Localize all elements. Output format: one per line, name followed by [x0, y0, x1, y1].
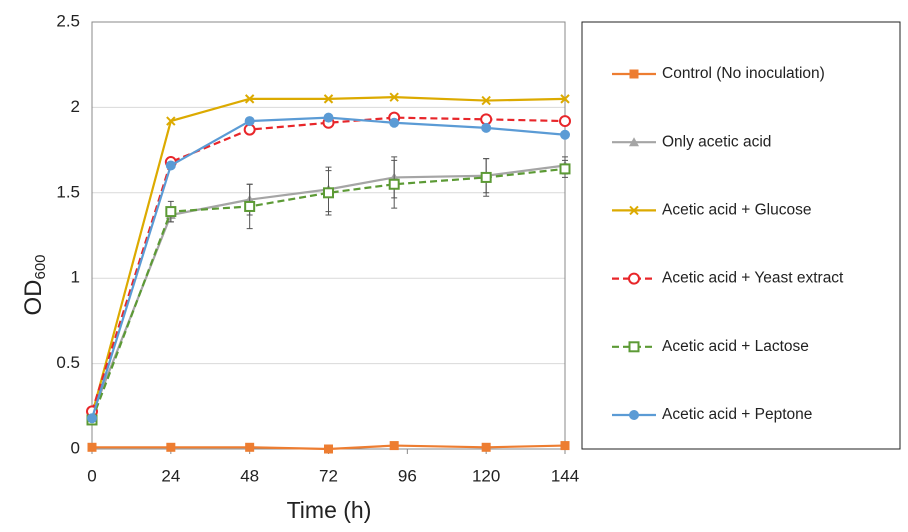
marker [388, 178, 400, 190]
legend-label: Control (No inoculation) [662, 65, 825, 82]
legend-item: Acetic acid + Yeast extract [612, 270, 844, 287]
marker [559, 115, 571, 128]
series [87, 112, 570, 424]
y-tick-label: 1 [71, 268, 80, 287]
marker [559, 163, 571, 175]
marker [481, 122, 492, 133]
legend-label: Acetic acid + Peptone [662, 406, 812, 423]
marker [560, 94, 570, 104]
x-tick-label: 0 [87, 466, 96, 485]
y-tick-label: 1.5 [56, 182, 80, 201]
series [86, 158, 571, 426]
marker [480, 171, 492, 183]
series [87, 441, 570, 454]
legend-item: Only acetic acid [612, 133, 771, 150]
marker [165, 160, 176, 171]
y-axis-label-sub: 600 [32, 254, 49, 279]
marker [165, 206, 177, 218]
legend-item: Acetic acid + Glucose [612, 201, 811, 218]
marker [244, 94, 255, 104]
y-tick-label: 0.5 [56, 353, 80, 372]
y-axis-label: OD600 [20, 254, 49, 315]
marker [389, 441, 399, 451]
y-tick-label: 2 [71, 97, 80, 116]
marker [243, 123, 256, 136]
x-tick-label: 48 [240, 466, 259, 485]
series-line [90, 116, 566, 419]
marker [166, 116, 176, 126]
legend-box [581, 21, 901, 450]
y-axis-label-main: OD [20, 280, 47, 316]
y-tick-label: 2.5 [56, 11, 80, 30]
marker [480, 113, 493, 126]
y-tick-label: 0 [71, 438, 80, 457]
marker [244, 116, 255, 127]
series [87, 92, 570, 420]
marker [87, 413, 97, 424]
marker [323, 187, 334, 199]
legend-label: Acetic acid + Glucose [662, 201, 811, 218]
marker [389, 117, 400, 128]
marker [324, 444, 333, 454]
legend-marker [628, 272, 640, 285]
x-tick-label: 120 [472, 466, 500, 485]
series [86, 111, 571, 418]
marker [481, 95, 491, 106]
marker [244, 200, 256, 212]
legend-label: Only acetic acid [662, 133, 771, 150]
x-tick-label: 72 [319, 466, 338, 485]
legend-marker [629, 410, 639, 420]
marker [323, 112, 334, 123]
legend-marker [629, 69, 639, 79]
x-tick-label: 24 [161, 466, 180, 485]
legend-label: Acetic acid + Lactose [662, 338, 809, 355]
marker [323, 94, 334, 104]
x-tick-label: 144 [551, 466, 579, 485]
marker [87, 442, 97, 452]
series-line [90, 116, 566, 412]
series-line [90, 96, 566, 416]
legend-marker [629, 205, 639, 216]
x-tick-label: 96 [398, 466, 417, 485]
legend-item: Control (No inoculation) [612, 65, 825, 82]
legend-label: Acetic acid + Yeast extract [662, 270, 844, 287]
x-axis-label: Time (h) [287, 497, 372, 523]
legend-marker [629, 137, 639, 147]
legend-item: Acetic acid + Lactose [612, 338, 809, 355]
marker [166, 442, 176, 452]
marker [481, 442, 491, 452]
marker [245, 442, 255, 452]
legend-item: Acetic acid + Peptone [612, 406, 812, 423]
marker [560, 129, 570, 140]
legend-marker [628, 341, 640, 353]
marker [560, 441, 570, 451]
marker [389, 92, 399, 102]
